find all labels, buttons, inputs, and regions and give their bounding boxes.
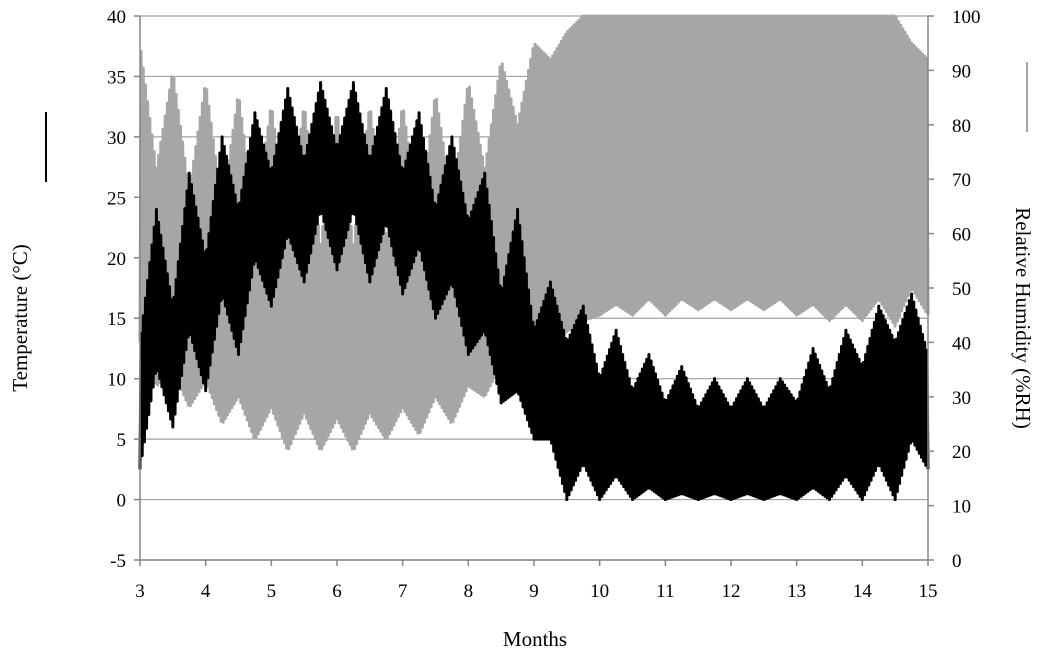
- y-left-tick-label: 25: [107, 188, 126, 209]
- y-right-tick-label: 80: [952, 116, 971, 137]
- y-right-tick-label: 70: [952, 170, 971, 191]
- x-tick-label: 5: [267, 581, 277, 602]
- x-tick-label: 11: [656, 581, 674, 602]
- y-right-tick-label: 0: [952, 551, 962, 572]
- axes: [134, 15, 934, 566]
- y-right-tick-label: 90: [952, 61, 971, 82]
- y-left-tick-label: 10: [107, 370, 126, 391]
- y-right-tick-label: 30: [952, 388, 971, 409]
- y-right-tick-label: 20: [952, 442, 971, 463]
- x-tick-label: 15: [919, 581, 938, 602]
- series-layer: [138, 14, 930, 502]
- tick-labels: -505101520253035400102030405060708090100…: [107, 7, 981, 602]
- x-tick-label: 13: [787, 581, 806, 602]
- y-left-tick-label: 40: [107, 7, 126, 28]
- y-left-tick-label: 15: [107, 309, 126, 330]
- y-right-tick-label: 100: [952, 7, 981, 28]
- y-left-axis-title: Temperature (°C): [8, 244, 32, 391]
- y-right-tick-label: 40: [952, 333, 971, 354]
- y-left-tick-label: 0: [117, 491, 127, 512]
- x-tick-label: 8: [464, 581, 474, 602]
- y-left-tick-label: 5: [117, 430, 127, 451]
- y-right-axis-title: Relative Humidity (%RH): [1011, 207, 1035, 429]
- x-tick-label: 9: [529, 581, 539, 602]
- y-left-tick-label: 35: [107, 67, 126, 88]
- y-left-tick-label: 20: [107, 249, 126, 270]
- temperature-series-line: [138, 80, 930, 502]
- x-axis-title: Months: [503, 627, 567, 651]
- x-tick-label: 14: [853, 581, 873, 602]
- y-left-tick-label: 30: [107, 128, 126, 149]
- x-tick-label: 3: [135, 581, 145, 602]
- x-tick-label: 12: [722, 581, 741, 602]
- x-tick-label: 10: [590, 581, 609, 602]
- y-right-tick-label: 50: [952, 279, 971, 300]
- x-tick-label: 7: [398, 581, 408, 602]
- y-left-tick-label: -5: [110, 551, 126, 572]
- y-right-tick-label: 10: [952, 497, 971, 518]
- x-tick-label: 6: [332, 581, 342, 602]
- y-right-tick-label: 60: [952, 225, 971, 246]
- x-tick-label: 4: [201, 581, 211, 602]
